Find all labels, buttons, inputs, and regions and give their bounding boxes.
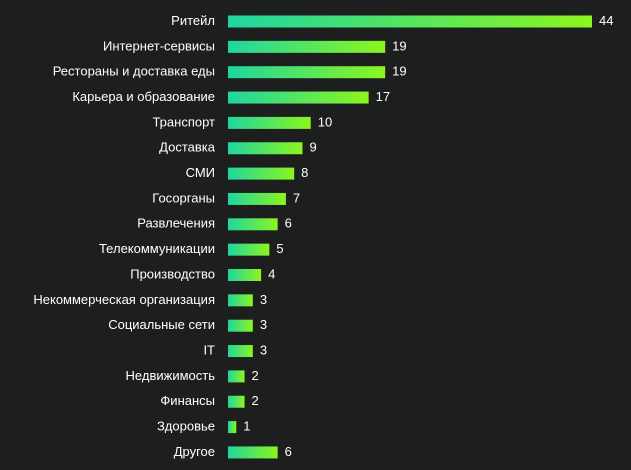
value-label: 44 — [599, 13, 613, 28]
bar — [228, 269, 262, 281]
category-label: Развлечения — [137, 216, 215, 231]
bar — [228, 116, 311, 129]
bar — [228, 142, 303, 155]
value-label: 3 — [260, 292, 267, 307]
bar — [228, 40, 386, 53]
bar — [228, 91, 369, 104]
category-label: Карьера и образование — [72, 89, 215, 104]
category-label: Некоммерческая организация — [33, 292, 215, 307]
bar — [228, 218, 278, 231]
value-label: 7 — [293, 190, 300, 205]
value-label: 1 — [243, 419, 250, 434]
bar — [228, 66, 386, 79]
value-label: 17 — [376, 89, 390, 104]
bar — [228, 167, 295, 180]
value-label: 9 — [309, 140, 316, 155]
value-label: 3 — [260, 342, 267, 357]
bar — [228, 395, 245, 408]
value-label: 19 — [392, 38, 406, 53]
bar — [228, 421, 237, 434]
value-label: 2 — [252, 393, 259, 408]
category-label: Телекоммуникации — [99, 241, 215, 256]
category-label: СМИ — [186, 165, 215, 180]
value-label: 10 — [318, 114, 332, 129]
bar — [228, 370, 245, 383]
value-label: 2 — [252, 368, 259, 383]
category-label: Ритейл — [171, 13, 215, 28]
bar — [228, 243, 270, 256]
category-label: Транспорт — [152, 114, 215, 129]
category-label: Социальные сети — [108, 317, 215, 332]
category-label: Интернет-сервисы — [103, 38, 215, 53]
bar — [228, 294, 253, 307]
value-label: 8 — [301, 165, 308, 180]
category-label: Другое — [174, 444, 215, 459]
bar — [228, 192, 286, 205]
value-label: 5 — [276, 241, 283, 256]
value-label: 3 — [260, 317, 267, 332]
value-label: 4 — [268, 266, 275, 281]
category-label: Производство — [130, 266, 215, 281]
category-label: Доставка — [159, 140, 216, 155]
category-label: Здоровье — [157, 419, 215, 434]
value-label: 6 — [285, 216, 292, 231]
category-label: Рестораны и доставка еды — [53, 64, 215, 79]
bar — [228, 15, 592, 28]
category-label: Финансы — [160, 393, 215, 408]
category-label: Госорганы — [152, 190, 215, 205]
bar — [228, 345, 253, 358]
bar — [228, 446, 278, 459]
category-label: Недвижимость — [126, 368, 216, 383]
value-label: 6 — [285, 444, 292, 459]
bar — [228, 319, 253, 332]
category-label: IT — [203, 342, 215, 357]
value-label: 19 — [392, 64, 406, 79]
